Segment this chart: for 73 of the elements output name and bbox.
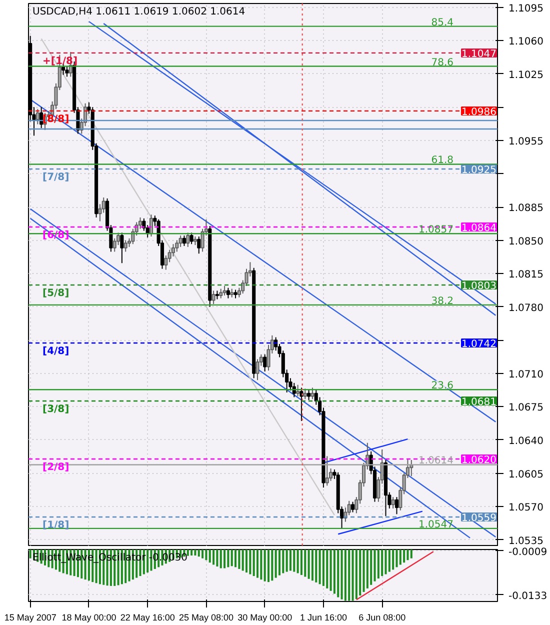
annotation: [2/8] bbox=[42, 462, 70, 474]
candlestick bbox=[296, 384, 300, 397]
y-tick-label: -0.0133 bbox=[508, 590, 548, 602]
ref-line-label: 1.0559 bbox=[462, 513, 497, 524]
y-tick-label: 1.0885 bbox=[508, 203, 544, 214]
y-tick-label: 1.1095 bbox=[508, 3, 544, 14]
ref-line-label: 1.0614 bbox=[418, 456, 454, 467]
candlestick bbox=[391, 496, 395, 509]
candlestick bbox=[197, 236, 201, 254]
y-tick-label: 1.0675 bbox=[508, 402, 544, 414]
y-tick-label: 1.0955 bbox=[508, 136, 544, 148]
candlestick bbox=[350, 501, 355, 513]
candlestick bbox=[222, 285, 226, 296]
y-tick-label: 1.1060 bbox=[508, 36, 544, 48]
category-label: 1 Jun 16:00 bbox=[300, 612, 347, 622]
category-label: 15 May 2007 bbox=[4, 612, 56, 622]
candlestick bbox=[182, 235, 186, 246]
candlestick bbox=[226, 287, 230, 299]
annotation: [7/8] bbox=[42, 172, 70, 183]
ref-line-label: 1.0857 bbox=[418, 224, 454, 236]
category-label: 25 May 08:00 bbox=[178, 612, 234, 622]
category-label: 30 May 00:00 bbox=[238, 612, 292, 622]
ref-line-label: 1.0742 bbox=[462, 338, 497, 350]
ref-line-label: 1.0681 bbox=[462, 397, 497, 408]
annotation: 38.2 bbox=[431, 296, 454, 307]
y-tick-label: 1.0710 bbox=[508, 369, 544, 380]
candlestick bbox=[256, 358, 260, 381]
y-tick-label: 1.0605 bbox=[508, 469, 544, 480]
category-label: 22 May 16:00 bbox=[120, 612, 175, 622]
y-tick-label: -0.0009 bbox=[508, 546, 548, 558]
annotation: 78.6 bbox=[431, 57, 454, 68]
y-tick-label: 1.0850 bbox=[508, 236, 544, 248]
chart-title: USDCAD,H4 1.0611 1.0619 1.0602 1.0614 bbox=[32, 6, 246, 18]
candlestick bbox=[178, 235, 182, 248]
ref-line-label: 1.0864 bbox=[462, 222, 497, 234]
annotation: 23.6 bbox=[431, 380, 454, 392]
candlestick bbox=[300, 387, 304, 422]
y-tick-label: 1.0815 bbox=[508, 270, 544, 281]
ref-line-label: 1.0547 bbox=[418, 519, 454, 530]
annotation: [8/8] bbox=[42, 114, 70, 125]
ref-line-label: 1.0620 bbox=[462, 455, 497, 466]
annotation: [3/8] bbox=[42, 404, 70, 416]
ref-line-label: 1.0803 bbox=[462, 280, 497, 292]
candlestick bbox=[219, 288, 223, 299]
ref-line-label: 1.0925 bbox=[462, 164, 497, 176]
candlestick bbox=[310, 387, 314, 400]
candlestick bbox=[120, 232, 124, 264]
candlestick bbox=[263, 354, 267, 372]
annotation: 85.4 bbox=[431, 17, 454, 28]
candlestick bbox=[65, 66, 69, 78]
annotation: 61.8 bbox=[431, 155, 454, 166]
candlestick bbox=[292, 382, 296, 398]
ref-line-label: 1.1047 bbox=[462, 48, 497, 60]
y-tick-label: 1.0640 bbox=[508, 436, 544, 447]
y-tick-label: 1.0535 bbox=[508, 536, 544, 547]
candlestick bbox=[36, 108, 40, 125]
y-tick-label: 1.0780 bbox=[508, 302, 544, 314]
candlestick bbox=[190, 232, 194, 245]
category-label: 18 May 00:00 bbox=[62, 612, 116, 622]
candlestick bbox=[124, 240, 128, 252]
candlestick bbox=[303, 388, 307, 400]
candlestick bbox=[212, 290, 216, 305]
annotation: [5/8] bbox=[42, 288, 70, 299]
candlestick bbox=[40, 106, 44, 129]
candlestick bbox=[307, 389, 311, 401]
candlestick bbox=[175, 240, 179, 252]
candlestick bbox=[394, 496, 399, 515]
ref-line-label: 1.0986 bbox=[462, 106, 497, 118]
category-label: 6 Jun 08:00 bbox=[358, 612, 406, 622]
y-tick-label: 1.1025 bbox=[508, 70, 544, 81]
annotation: [4/8] bbox=[42, 346, 70, 357]
y-tick-label: 1.0570 bbox=[508, 502, 544, 514]
candlestick bbox=[186, 232, 190, 248]
